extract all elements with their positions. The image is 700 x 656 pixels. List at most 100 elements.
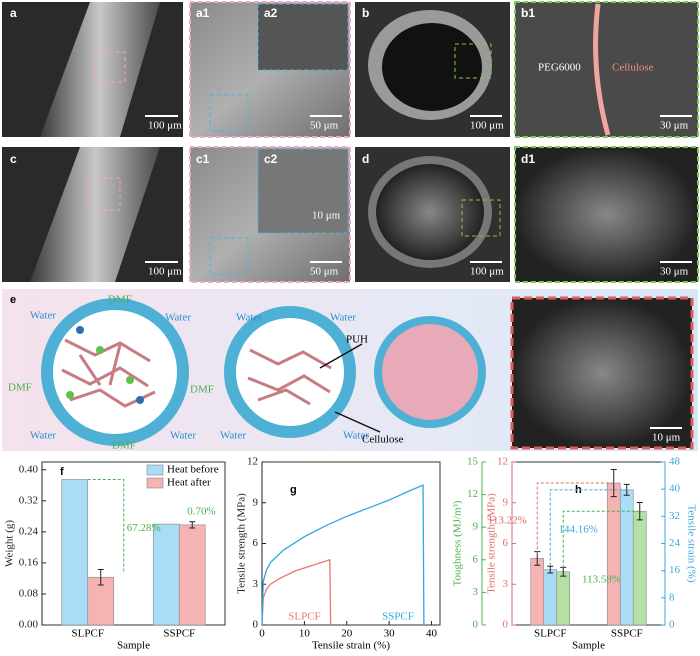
sem-image — [514, 1, 699, 138]
axis-title: Weight (g) — [4, 520, 16, 567]
scheme: e Water Water Water Water DMF DMF DMF DM… — [2, 289, 698, 452]
zoom-box — [209, 237, 249, 275]
panel-label: g — [290, 484, 297, 496]
label-water: Water — [165, 312, 191, 324]
y-tick-label: 0 — [669, 619, 675, 631]
bar — [632, 510, 647, 626]
panel-label: b1 — [521, 6, 535, 20]
annotation-arrow — [536, 482, 614, 555]
charts: f 0.00 0.08 0.16 0.24 0.32 0.40 Weight (g) Sampl… — [4, 456, 698, 652]
y-tick-label: 0.16 — [19, 556, 39, 568]
y-tick-label: 48 — [669, 456, 681, 468]
x-axis-title: Tensile strain (%) — [312, 640, 390, 652]
sem-image — [510, 296, 694, 450]
error-bar — [636, 502, 643, 521]
y-tick-label: 24 — [669, 537, 681, 549]
panel-label: d1 — [521, 152, 535, 166]
y-tick-label: 0.40 — [19, 463, 39, 475]
panel-label: a — [10, 6, 17, 20]
axis-title: Tensile strength (MPa) — [236, 493, 248, 594]
bar — [556, 571, 571, 626]
x-tick-label: 10 — [299, 628, 311, 640]
y-tick-label: 3 — [253, 578, 259, 590]
plot-frame — [261, 461, 441, 626]
scale-label: 100 μm — [148, 266, 182, 278]
legend-swatch — [146, 477, 164, 489]
panel-label: e — [10, 294, 16, 306]
legend-swatch — [146, 464, 164, 476]
line — [261, 558, 332, 626]
interface — [593, 3, 611, 136]
y-tick-label: 0 — [503, 619, 509, 631]
bar — [543, 569, 558, 626]
hollow-core — [382, 23, 482, 111]
label-dmf: DMF — [190, 384, 214, 396]
annotation-arrow — [87, 478, 125, 574]
y-tick-label: 16 — [669, 564, 681, 576]
label-water: Water — [330, 312, 356, 324]
panel-label: b — [362, 6, 369, 20]
label-water: Water — [236, 312, 262, 324]
fiber-dried — [374, 316, 486, 428]
annotation-arrow — [549, 489, 627, 566]
y-tick-label: 0.08 — [19, 587, 39, 599]
panel-label: c2 — [264, 152, 278, 166]
puh-chains — [247, 348, 332, 406]
x-tick-label: SSPCF — [163, 628, 195, 640]
fiber — [40, 2, 160, 137]
inset-image — [257, 148, 349, 234]
region-label: PEG6000 — [538, 62, 581, 74]
y-tick-label: 0.32 — [19, 494, 38, 506]
x-axis-title: Sample — [117, 640, 150, 652]
series-label: SSPCF — [382, 611, 414, 623]
axis-title: Tensile strain (%) — [685, 504, 697, 582]
scale-label: 50 μm — [310, 266, 339, 278]
scale-label: 10 μm — [652, 432, 681, 444]
label-dmf: DMF — [8, 382, 32, 394]
zoom-box — [454, 43, 492, 79]
x-tick-label: 40 — [426, 628, 438, 640]
fiber — [30, 147, 160, 282]
label-dmf: DMF — [112, 440, 136, 452]
zoom-box — [94, 51, 126, 83]
series-label: SLPCF — [288, 611, 320, 623]
x-tick-label: 30 — [384, 628, 396, 640]
label-water: Water — [343, 430, 369, 442]
error-bar — [547, 565, 554, 574]
porous-core — [376, 164, 484, 260]
axis-title: Toughness (MJ/m³) — [452, 500, 464, 586]
dmf-dot — [96, 346, 104, 354]
zoom-box — [461, 199, 501, 237]
puh-chains — [61, 338, 156, 408]
bar — [606, 482, 621, 626]
scale-label: 100 μm — [470, 120, 504, 132]
dmf-dot — [66, 391, 74, 399]
axis-title: Tensile strength (MPa) — [486, 493, 498, 594]
water-dot — [136, 396, 144, 404]
x-tick-label: 0 — [259, 628, 265, 640]
label-cellulose: Cellulose — [362, 434, 404, 446]
region-label: Cellulose — [612, 62, 654, 74]
sem-row-1: a 100 μm a1 a2 50 μm b 100 μm b1 PEG6000… — [2, 1, 699, 138]
scale-label: 30 μm — [660, 266, 689, 278]
label-puh: PUH — [346, 334, 368, 346]
y-tick-label: 12 — [247, 456, 258, 468]
x-tick-label: SSPCF — [611, 628, 643, 640]
label-water: Water — [30, 430, 56, 442]
x-tick-label: SLPCF — [534, 628, 566, 640]
bar — [61, 479, 89, 626]
x-tick-label: 20 — [341, 628, 353, 640]
label-water: Water — [30, 310, 56, 322]
annotation: 144.16% — [559, 523, 598, 535]
y-tick-label: 0 — [473, 619, 479, 631]
panel-label: h — [575, 484, 582, 496]
fiber-ring — [224, 306, 356, 438]
label-dmf: DMF — [108, 294, 132, 306]
y-tick-label: 9 — [503, 496, 509, 508]
annotation: 0.70% — [187, 506, 215, 518]
y-tick-label: 12 — [497, 456, 508, 468]
y-tick-label: 6 — [253, 537, 259, 549]
bar — [152, 523, 180, 626]
y-tick-label: 0.24 — [19, 525, 39, 537]
